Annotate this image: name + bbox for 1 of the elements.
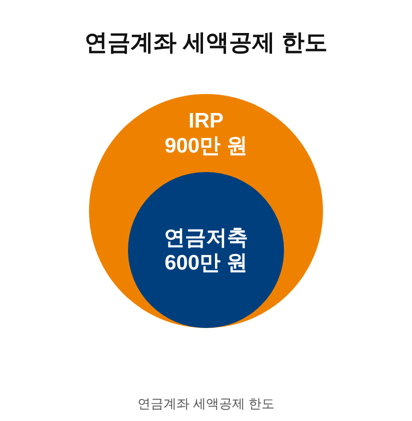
title: 연금계좌 세액공제 한도: [84, 29, 328, 55]
